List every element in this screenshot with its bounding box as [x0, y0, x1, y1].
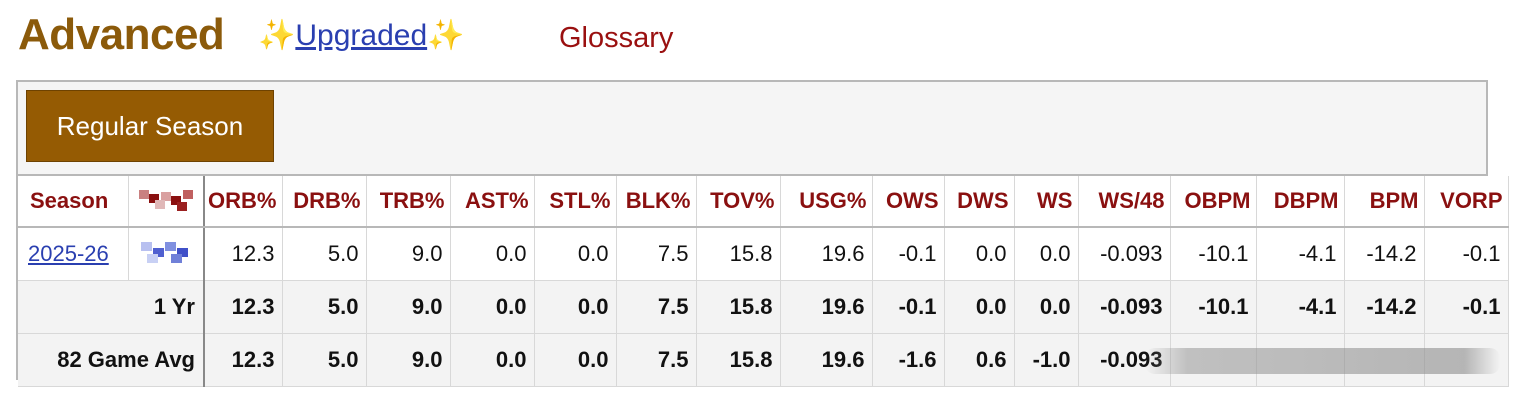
summary-label: 1 Yr	[18, 280, 205, 334]
table-row: 2025-26 12.3 5.0 9.0 0.0 0.0 7.5 15.8 19.6 -0.1 0.…	[18, 227, 1509, 281]
column-header-drb[interactable]: DRB%	[282, 176, 367, 228]
summary-stat-cell: 7.5	[616, 333, 697, 387]
summary-stat-cell: -0.093	[1078, 280, 1171, 334]
summary-stat-cell: -0.1	[1424, 280, 1509, 334]
stat-cell: 19.6	[780, 227, 873, 281]
stat-cell: 0.0	[450, 227, 535, 281]
summary-stat-cell: 0.0	[1014, 280, 1079, 334]
redacted-pixel-block	[133, 190, 197, 211]
column-header-dbpm[interactable]: DBPM	[1256, 176, 1345, 228]
summary-stat-cell: -0.1	[872, 280, 945, 334]
summary-stat-cell: 19.6	[780, 280, 873, 334]
summary-stat-cell: 9.0	[366, 280, 451, 334]
summary-label: 82 Game Avg	[18, 333, 205, 387]
advanced-stats-table: Season ORB% DRB% TRB% AST% STL% BLK% TOV% USG% OW…	[18, 176, 1509, 387]
column-header-season[interactable]: Season	[18, 176, 129, 228]
stat-cell: -10.1	[1170, 227, 1257, 281]
column-header-bpm[interactable]: BPM	[1344, 176, 1425, 228]
stat-cell: 9.0	[366, 227, 451, 281]
glossary-link[interactable]: Glossary	[559, 22, 674, 54]
season-link[interactable]: 2025-26	[28, 241, 109, 266]
sparkle-icon: ✨	[427, 19, 465, 52]
stat-cell: 0.0	[534, 227, 617, 281]
section-title: Advanced	[18, 10, 225, 59]
column-header-ast[interactable]: AST%	[450, 176, 535, 228]
column-header-obpm[interactable]: OBPM	[1170, 176, 1257, 228]
summary-stat-cell: 12.3	[204, 333, 283, 387]
summary-stat-cell: 0.6	[944, 333, 1015, 387]
redacted-cell	[128, 227, 205, 281]
column-header-trb[interactable]: TRB%	[366, 176, 451, 228]
table-header-row: Season ORB% DRB% TRB% AST% STL% BLK% TOV% USG% OW…	[18, 176, 1509, 228]
stat-cell: -0.1	[1424, 227, 1509, 281]
stat-cell: -14.2	[1344, 227, 1425, 281]
summary-row: 1 Yr 12.3 5.0 9.0 0.0 0.0 7.5 15.8 19.6 -0.1 0.0 0.…	[18, 280, 1509, 334]
column-header-blk[interactable]: BLK%	[616, 176, 697, 228]
table-toolbar: Regular Season	[18, 82, 1486, 176]
summary-stat-cell: 15.8	[696, 333, 781, 387]
column-header-ows[interactable]: OWS	[872, 176, 945, 228]
summary-stat-cell: 15.8	[696, 280, 781, 334]
summary-stat-cell: 9.0	[366, 333, 451, 387]
stat-cell: 12.3	[204, 227, 283, 281]
column-header-redacted	[128, 176, 205, 228]
summary-stat-cell: 19.6	[780, 333, 873, 387]
stat-cell: 0.0	[944, 227, 1015, 281]
summary-stat-cell: 5.0	[282, 280, 367, 334]
summary-stat-cell: 0.0	[450, 280, 535, 334]
summary-stat-cell: 0.0	[450, 333, 535, 387]
season-cell: 2025-26	[18, 227, 129, 281]
upgraded-badge: ✨Upgraded✨	[258, 18, 464, 53]
stat-cell: -0.1	[872, 227, 945, 281]
upgraded-link[interactable]: Upgraded	[295, 19, 428, 52]
summary-stat-cell: 0.0	[534, 333, 617, 387]
regular-season-button[interactable]: Regular Season	[26, 90, 274, 162]
summary-row: 82 Game Avg 12.3 5.0 9.0 0.0 0.0 7.5 15.8 19.6 -1…	[18, 333, 1509, 387]
summary-stat-cell: 0.0	[534, 280, 617, 334]
stat-cell: 7.5	[616, 227, 697, 281]
summary-stat-cell: -14.2	[1344, 280, 1425, 334]
summary-stat-cell	[1424, 333, 1509, 387]
summary-stat-cell: -0.093	[1078, 333, 1171, 387]
redacted-pixel-block	[133, 242, 197, 263]
summary-stat-cell: 5.0	[282, 333, 367, 387]
summary-stat-cell: -1.6	[872, 333, 945, 387]
column-header-dws[interactable]: DWS	[944, 176, 1015, 228]
column-header-stl[interactable]: STL%	[534, 176, 617, 228]
summary-stat-cell: 7.5	[616, 280, 697, 334]
summary-stat-cell: 12.3	[204, 280, 283, 334]
stat-cell: 0.0	[1014, 227, 1079, 281]
column-header-vorp[interactable]: VORP	[1424, 176, 1509, 228]
stat-cell: 15.8	[696, 227, 781, 281]
sparkle-icon: ✨	[258, 19, 296, 52]
stat-cell: -0.093	[1078, 227, 1171, 281]
advanced-stats-panel: Regular Season Season ORB% DRB% TRB% AST% STL…	[16, 80, 1509, 387]
column-header-usg[interactable]: USG%	[780, 176, 873, 228]
summary-stat-cell: -4.1	[1256, 280, 1345, 334]
column-header-orb[interactable]: ORB%	[204, 176, 283, 228]
summary-stat-cell: -1.0	[1014, 333, 1079, 387]
summary-stat-cell: -10.1	[1170, 280, 1257, 334]
stat-cell: 5.0	[282, 227, 367, 281]
summary-stat-cell: 0.0	[944, 280, 1015, 334]
section-header: Advanced ✨Upgraded✨ Glossary	[18, 6, 1498, 66]
summary-stat-cell	[1170, 333, 1257, 387]
summary-stat-cell	[1256, 333, 1345, 387]
column-header-tov[interactable]: TOV%	[696, 176, 781, 228]
stat-cell: -4.1	[1256, 227, 1345, 281]
column-header-ws-48[interactable]: WS/48	[1078, 176, 1171, 228]
summary-stat-cell	[1344, 333, 1425, 387]
column-header-ws[interactable]: WS	[1014, 176, 1079, 228]
